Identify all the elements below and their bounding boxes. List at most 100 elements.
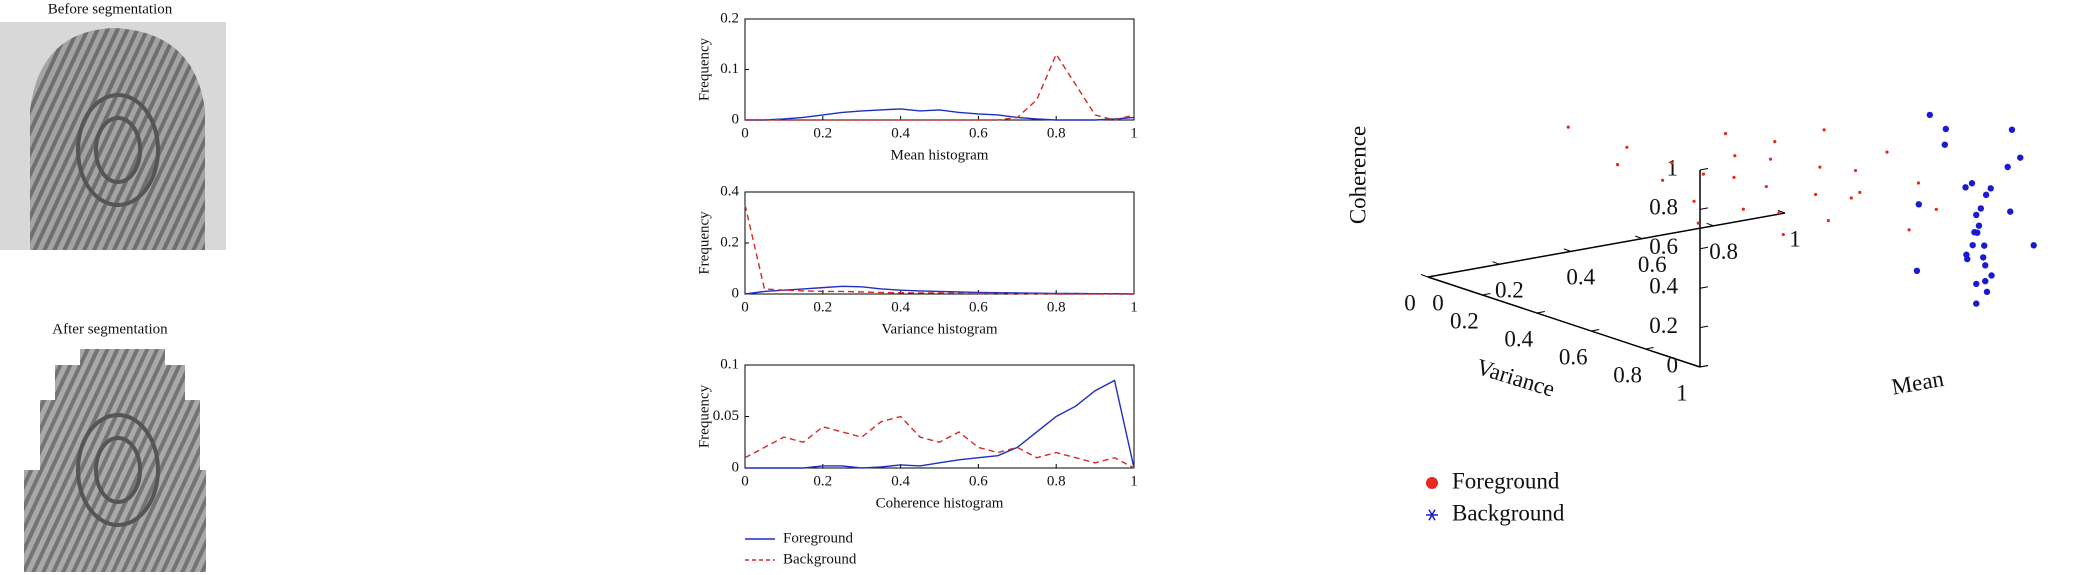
x-tick: [1635, 235, 1643, 240]
x-tick-label: 1: [1130, 299, 1138, 315]
series-line: [745, 108, 1135, 121]
data-point: [1962, 184, 1969, 191]
x-axis-label: Variance histogram: [881, 321, 998, 337]
legend-label: Foreground: [1452, 468, 1560, 493]
data-point: [1849, 196, 1853, 200]
z-axis-label: Coherence: [1345, 126, 1370, 224]
y-tick: [1536, 311, 1545, 314]
data-point: [1885, 150, 1889, 154]
y-tick: [1482, 293, 1491, 296]
y-tick: [1699, 365, 1709, 368]
x-tick-label: 0: [741, 299, 749, 315]
y-tick-label: 0.2: [1450, 308, 1479, 333]
z-tick-label: 1: [1667, 155, 1679, 180]
series-line: [744, 415, 1135, 469]
data-point: [1964, 255, 1971, 263]
legend-label: Background: [783, 551, 857, 567]
plot-frame: [744, 18, 1135, 121]
y-axis-label: Frequency: [696, 211, 712, 275]
x-tick-label: 0.8: [1047, 299, 1066, 315]
y-tick-label: 0: [732, 459, 740, 475]
x-tick-label: 0.2: [1495, 277, 1524, 302]
data-point: [2008, 126, 2016, 133]
x-tick-label: 0.4: [891, 125, 910, 141]
data-point: [1670, 161, 1674, 165]
data-point: [1853, 168, 1858, 173]
x-axis-label: Mean: [1890, 366, 1946, 400]
fingerprint-before: [0, 22, 226, 250]
x-axis-label: Coherence histogram: [876, 495, 1004, 511]
data-point: [1773, 140, 1777, 144]
legend-marker: [1428, 509, 1436, 521]
series-line: [744, 204, 1134, 295]
data-point: [1981, 242, 1988, 249]
x-tick-label: 0.4: [1566, 265, 1595, 290]
series-line: [745, 379, 1135, 469]
x-tick-label: 0.2: [813, 473, 832, 489]
x-tick-label: 0.6: [969, 125, 988, 141]
data-point: [2004, 163, 2011, 171]
data-point: [1692, 199, 1696, 203]
z-tick-label: 0.8: [1649, 195, 1678, 220]
data-point: [1822, 128, 1826, 132]
z-tick: [1699, 168, 1709, 171]
series-line: [745, 52, 1135, 121]
data-point: [1915, 201, 1922, 208]
y-tick: [1427, 275, 1437, 278]
data-point: [1566, 125, 1570, 129]
panel-label: After segmentation: [52, 321, 168, 337]
data-point: [1968, 180, 1976, 187]
data-point: [2007, 208, 2014, 215]
plot-frame: [744, 364, 1135, 469]
data-point: [2017, 154, 2024, 161]
y-tick-label: 1: [1676, 380, 1688, 405]
y-tick-label: 0.4: [1504, 326, 1533, 351]
x-tick-label: 0: [741, 125, 749, 141]
data-point: [1615, 163, 1620, 167]
x-tick: [1563, 248, 1571, 252]
y-tick-label: 0: [732, 111, 740, 127]
x-axis-label: Mean histogram: [891, 147, 989, 163]
y-tick-label: 0: [1404, 290, 1416, 315]
data-point: [1934, 207, 1938, 211]
data-point: [1977, 205, 1985, 212]
data-point: [1973, 211, 1980, 219]
y-tick-label: 0.1: [720, 356, 739, 372]
x-tick-label: 0.6: [969, 299, 988, 315]
z-tick-label: 0.4: [1649, 273, 1678, 298]
data-point: [1818, 165, 1822, 169]
x-tick-label: 0.2: [813, 299, 832, 315]
y-axis: [1427, 276, 1701, 368]
data-point: [1733, 154, 1737, 158]
x-tick-label: 1: [1130, 125, 1138, 141]
x-tick-label: 0: [1432, 290, 1444, 315]
x-tick-label: 0.6: [969, 473, 988, 489]
data-point: [1723, 132, 1728, 136]
data-point: [1768, 157, 1773, 161]
x-tick-label: 0.4: [891, 299, 910, 315]
z-tick-label: 0.6: [1649, 234, 1678, 259]
data-point: [1980, 254, 1987, 261]
data-point: [1781, 232, 1785, 237]
y-axis-label: Frequency: [696, 384, 712, 448]
data-point: [1974, 229, 1981, 236]
legend-label: Background: [1452, 500, 1565, 525]
data-point: [2030, 242, 2037, 249]
data-point: [1982, 191, 1990, 199]
data-point: [1625, 145, 1629, 149]
y-tick-label: 0.2: [720, 10, 739, 26]
x-tick-label: 1: [1789, 226, 1801, 251]
data-point: [1826, 219, 1830, 223]
y-tick-label: 0.05: [713, 408, 739, 424]
x-tick: [1420, 274, 1429, 278]
x-axis: [1427, 212, 1786, 278]
x-tick-label: 1: [1130, 473, 1138, 489]
data-point: [1814, 192, 1818, 197]
data-point: [1701, 172, 1705, 176]
panel-label: Before segmentation: [48, 1, 173, 17]
data-point: [1973, 300, 1980, 307]
data-point: [1696, 221, 1700, 225]
y-axis-label: Frequency: [696, 37, 712, 101]
z-tick: [1699, 246, 1709, 250]
